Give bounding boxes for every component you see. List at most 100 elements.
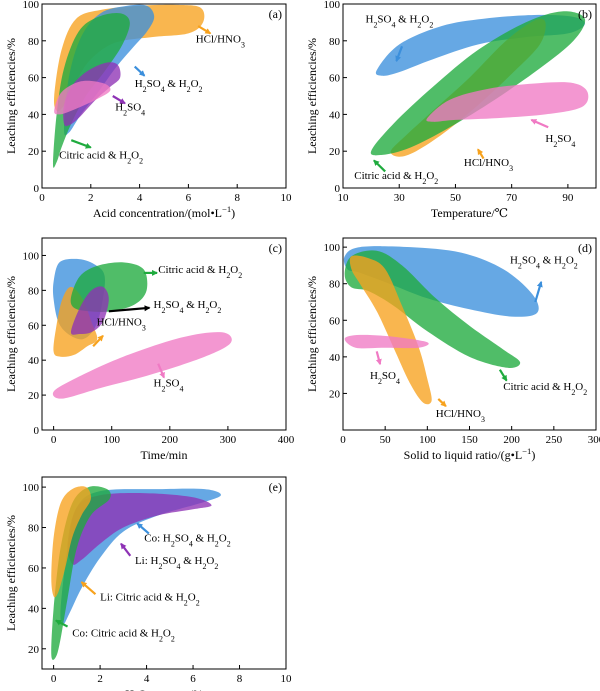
y-tick-label: 80 xyxy=(28,36,40,48)
annotation-label: H2SO4 xyxy=(545,133,575,149)
annotation-label: HCl/HNO3 xyxy=(464,157,513,173)
x-tick-label: 0 xyxy=(51,434,57,446)
y-axis-label: Leaching efficiencies/% xyxy=(4,276,18,392)
y-tick-label: 20 xyxy=(28,390,40,402)
annotation-label: H2SO4 & H2O2 xyxy=(365,13,433,29)
series-region-b-2 xyxy=(370,11,586,156)
x-tick-label: 300 xyxy=(220,434,237,446)
panel-label: (b) xyxy=(578,7,592,21)
annotation-arrow xyxy=(530,118,549,129)
series-region-c-3 xyxy=(71,286,109,335)
series-region-b-3 xyxy=(426,82,589,122)
y-tick-label: 100 xyxy=(23,0,40,11)
x-tick-label: 2 xyxy=(97,673,103,685)
plot-frame xyxy=(342,3,597,189)
annotation-arrow xyxy=(80,581,97,596)
x-tick-label: 4 xyxy=(137,192,143,204)
x-tick-label: 90 xyxy=(562,192,574,204)
panel-label: (d) xyxy=(578,241,592,255)
annotation-label: HCl/HNO3 xyxy=(97,316,146,332)
series-region-a-2 xyxy=(53,12,130,168)
y-tick-label: 60 xyxy=(28,563,40,575)
annotation-arrow xyxy=(476,148,485,160)
x-axis-label: H2O2 content/% xyxy=(125,687,203,691)
x-tick-label: 10 xyxy=(338,192,350,204)
y-tick-label: 100 xyxy=(23,250,40,262)
y-tick-label: 60 xyxy=(28,320,40,332)
x-tick-label: 100 xyxy=(419,434,436,446)
x-tick-label: 8 xyxy=(237,673,243,685)
annotation-arrow xyxy=(197,25,212,35)
x-axis-label: Time/min xyxy=(141,448,188,462)
panel-label: (c) xyxy=(269,241,282,255)
x-tick-label: 6 xyxy=(186,192,192,204)
x-tick-label: 4 xyxy=(144,673,150,685)
panel-label: (e) xyxy=(269,480,282,494)
annotation-arrow xyxy=(437,398,447,408)
annotation-arrow xyxy=(136,522,150,535)
chart-panel-d: 05010015020025030020406080100Solid to li… xyxy=(305,237,600,462)
y-tick-label: 40 xyxy=(28,355,40,367)
y-tick-label: 0 xyxy=(335,183,341,195)
annotation-arrow xyxy=(112,95,126,105)
y-tick-label: 20 xyxy=(28,146,40,158)
series-group xyxy=(53,4,205,168)
y-tick-label: 20 xyxy=(329,146,341,158)
y-axis-label: Leaching efficiencies/% xyxy=(305,38,319,154)
series-region-d-3 xyxy=(344,334,429,349)
annotation-label: Citric acid & H2O2 xyxy=(503,381,587,397)
annotation-arrow xyxy=(373,159,386,173)
annotation-arrow xyxy=(133,65,146,77)
chart-panel-e: 0 2 4 6 8 10 20 40 60 80 100 H2O2 content/% Leaching… xyxy=(4,476,292,691)
chart-panel-c: 0 100 200 300 400 0 20 40 60 80 100 Time/min Leachin… xyxy=(4,237,295,462)
series-region-c-4 xyxy=(52,332,232,399)
annotation-label: Li: Citric acid & H2O2 xyxy=(100,591,200,607)
annotation-arrow xyxy=(70,139,92,149)
annotation-arrow xyxy=(498,369,508,382)
annotation-label: H2SO4 xyxy=(154,377,184,393)
annotation-label: H2SO4 xyxy=(115,102,145,118)
y-tick-label: 40 xyxy=(329,352,341,364)
annotation-label: Co: Citric acid & H2O2 xyxy=(72,628,175,644)
annotation-arrow xyxy=(55,619,69,628)
y-tick-label: 100 xyxy=(23,482,40,494)
x-tick-label: 300 xyxy=(588,434,600,446)
y-tick-label: 80 xyxy=(28,523,40,535)
series-region-a-4 xyxy=(54,80,111,115)
x-axis-label: Acid concentration/(mol•L−1) xyxy=(93,204,235,220)
x-tick-label: 2 xyxy=(88,192,94,204)
series-group xyxy=(343,246,539,405)
series-group xyxy=(51,486,221,660)
series-region-d-2 xyxy=(349,255,432,405)
x-tick-label: 200 xyxy=(162,434,179,446)
plot-frame xyxy=(41,237,287,431)
y-tick-label: 80 xyxy=(329,36,341,48)
y-tick-label: 0 xyxy=(34,425,40,437)
series-group xyxy=(370,11,589,157)
y-tick-label: 60 xyxy=(329,315,341,327)
annotation-label: H2SO4 & H2O2 xyxy=(154,299,222,315)
y-tick-label: 0 xyxy=(34,183,40,195)
y-tick-label: 20 xyxy=(329,388,341,400)
y-tick-label: 20 xyxy=(28,644,40,656)
x-tick-label: 10 xyxy=(281,192,293,204)
x-tick-label: 50 xyxy=(450,192,462,204)
plot-frame xyxy=(41,476,287,670)
series-region-e-3 xyxy=(51,486,91,598)
y-axis-label: Leaching efficiencies/% xyxy=(4,515,18,631)
annotation-label: H2SO4 & H2O2 xyxy=(510,255,578,271)
y-tick-label: 80 xyxy=(329,279,341,291)
x-tick-label: 8 xyxy=(234,192,240,204)
annotation-arrow xyxy=(120,542,132,557)
panel-label: (a) xyxy=(269,7,282,21)
y-tick-label: 100 xyxy=(324,242,341,254)
series-region-e-1 xyxy=(67,493,212,565)
annotation-arrow xyxy=(395,45,404,62)
y-tick-label: 40 xyxy=(28,109,40,121)
annotation-label: Citric acid & H2O2 xyxy=(354,170,438,186)
x-tick-label: 250 xyxy=(546,434,563,446)
annotation-label: Co: H2SO4 & H2O2 xyxy=(144,533,230,549)
annotation-arrow xyxy=(108,305,151,313)
